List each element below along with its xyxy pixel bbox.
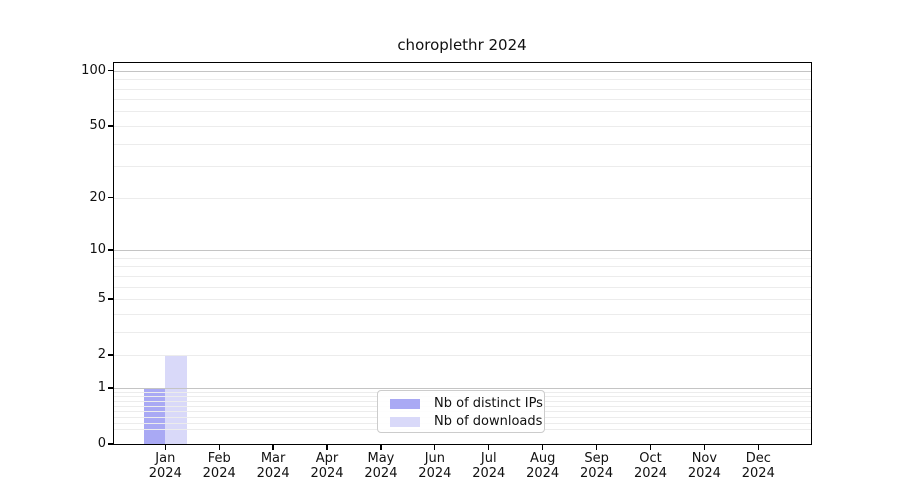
gridline-major-100: [113, 70, 811, 72]
chart-title: choroplethr 2024: [397, 36, 527, 54]
x-tick-label-jun: Jun 2024: [418, 451, 452, 481]
bar-jan-downloads: [165, 355, 187, 444]
x-tick-mark-feb: [218, 444, 220, 450]
x-tick-mark-jan: [164, 444, 166, 450]
gridline-major-2: [113, 355, 811, 357]
x-tick-mark-dec: [757, 444, 759, 450]
y-tick-mark-1: [108, 387, 113, 389]
x-tick-label-jan: Jan 2024: [148, 451, 182, 481]
y-tick-label-10: 10: [89, 242, 106, 258]
legend-label-downloads: Nb of downloads: [434, 414, 543, 429]
y-tick-label-5: 5: [97, 291, 106, 307]
x-tick-label-may: May 2024: [364, 451, 398, 481]
y-tick-label-2: 2: [97, 347, 106, 363]
gridline-minor-30: [113, 166, 811, 168]
gridline-minor-9: [113, 257, 811, 259]
gridline-minor-7: [113, 275, 811, 277]
x-tick-mark-apr: [326, 444, 328, 450]
y-tick-mark-5: [108, 298, 113, 300]
gridline-minor-80: [113, 88, 811, 90]
gridline-minor-4: [113, 313, 811, 315]
gridline-major-20: [113, 197, 811, 199]
x-tick-mark-jul: [488, 444, 490, 450]
x-tick-mark-oct: [649, 444, 652, 450]
legend-label-distinct-ips: Nb of distinct IPs: [434, 396, 543, 411]
y-tick-label-50: 50: [89, 117, 106, 133]
x-tick-label-apr: Apr 2024: [310, 451, 344, 481]
y-tick-mark-100: [108, 70, 113, 72]
gridline-minor-3: [113, 331, 811, 333]
gridline-major-1: [113, 387, 811, 389]
gridline-minor-40: [113, 143, 811, 145]
gridline-minor-60: [113, 111, 811, 113]
x-tick-mark-mar: [272, 444, 274, 450]
x-tick-mark-sep: [595, 444, 598, 450]
gridline-minor-6: [113, 286, 811, 288]
x-tick-label-sep: Sep 2024: [580, 451, 614, 481]
gridline-major-10: [113, 250, 811, 252]
legend: Nb of distinct IPs Nb of downloads: [377, 390, 545, 433]
x-tick-mark-jun: [434, 444, 436, 450]
x-tick-label-aug: Aug 2024: [526, 451, 560, 481]
y-tick-label-100: 100: [81, 62, 106, 78]
y-tick-mark-50: [108, 125, 113, 127]
x-tick-label-jul: Jul 2024: [472, 451, 506, 481]
gridline-minor-70: [113, 99, 811, 101]
x-tick-label-oct: Oct 2024: [633, 451, 668, 481]
x-tick-mark-nov: [703, 444, 706, 450]
y-tick-mark-20: [108, 197, 113, 199]
plot-area: [113, 62, 811, 444]
y-tick-mark-0: [108, 443, 113, 445]
legend-item-distinct-ips: Nb of distinct IPs: [390, 395, 544, 412]
y-tick-mark-2: [108, 354, 113, 356]
legend-swatch-distinct-ips-icon: [390, 398, 420, 409]
gridline-major-5: [113, 299, 811, 301]
x-tick-mark-aug: [542, 444, 544, 450]
y-tick-label-0: 0: [97, 436, 106, 451]
legend-item-downloads: Nb of downloads: [390, 413, 544, 430]
x-tick-label-mar: Mar 2024: [256, 451, 290, 481]
x-tick-label-nov: Nov 2024: [687, 451, 721, 481]
y-tick-label-1: 1: [97, 379, 106, 395]
gridline-minor-8: [113, 266, 811, 268]
gridline-major-50: [113, 125, 811, 127]
x-tick-label-dec: Dec 2024: [741, 451, 775, 481]
gridline-minor-90: [113, 79, 811, 81]
legend-swatch-downloads-icon: [390, 416, 420, 427]
x-tick-label-feb: Feb 2024: [202, 451, 236, 481]
y-tick-label-20: 20: [89, 189, 106, 205]
x-tick-mark-may: [380, 444, 382, 450]
y-tick-mark-10: [108, 249, 113, 251]
